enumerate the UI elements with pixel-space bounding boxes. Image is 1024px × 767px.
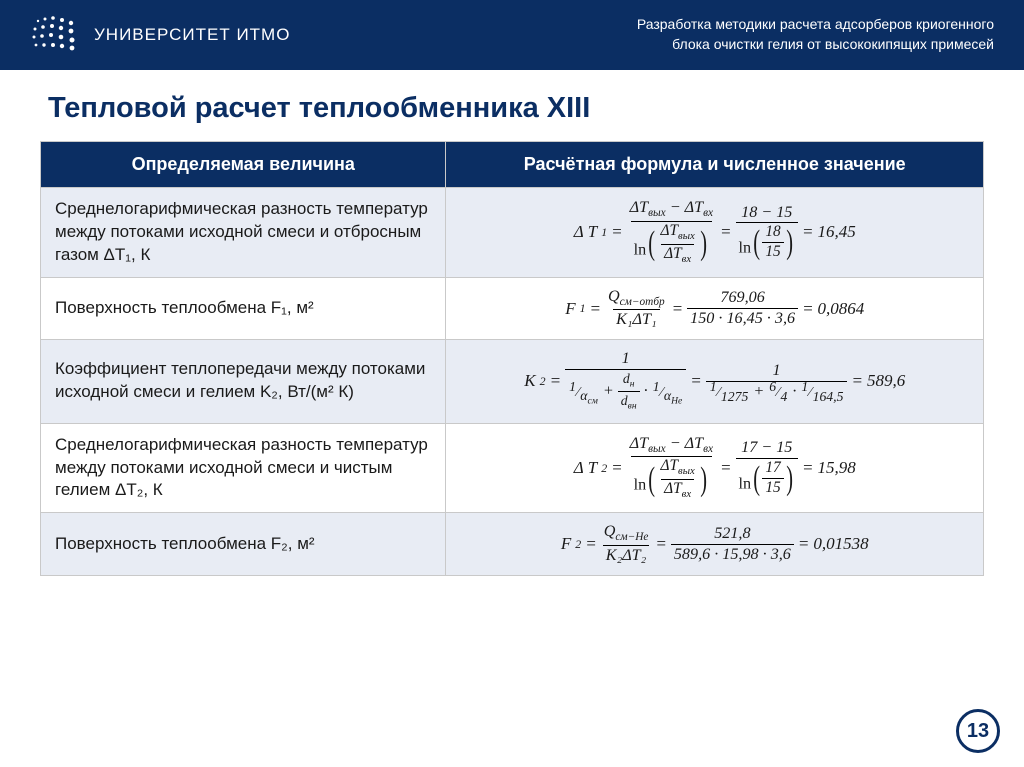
formula-cell: F1 = Qсм−отбр K₁ΔT₁ = 769,06 150 · 16,45… bbox=[446, 277, 984, 339]
slide-header: УНИВЕРСИТЕТ ИТМО Разработка методики рас… bbox=[0, 0, 1024, 70]
header-subtitle: Разработка методики расчета адсорберов к… bbox=[637, 15, 994, 54]
table-row: Поверхность теплообмена F₁, м² F1 = Qсм−… bbox=[41, 277, 984, 339]
quantity-label: Среднелогарифмическая разность температу… bbox=[41, 423, 446, 513]
logo-block: УНИВЕРСИТЕТ ИТМО bbox=[30, 15, 290, 55]
subtitle-line-2: блока очистки гелия от высококипящих при… bbox=[637, 35, 994, 55]
itmo-logo-icon bbox=[30, 15, 80, 55]
table-row: Поверхность теплообмена F₂, м² F2 = Qсм−… bbox=[41, 513, 984, 575]
quantity-label: Поверхность теплообмена F₁, м² bbox=[41, 277, 446, 339]
subtitle-line-1: Разработка методики расчета адсорберов к… bbox=[637, 15, 994, 35]
table-row: Коэффициент теплопередачи между потоками… bbox=[41, 340, 984, 423]
table-row: Среднелогарифмическая разность температу… bbox=[41, 188, 984, 278]
table-row: Среднелогарифмическая разность температу… bbox=[41, 423, 984, 513]
formula-cell: ΔT1 = ΔTвых − ΔTвх ln(ΔTвыхΔTвх) = 18 − … bbox=[446, 188, 984, 278]
logo-text: УНИВЕРСИТЕТ ИТМО bbox=[94, 25, 290, 45]
calculation-table: Определяемая величина Расчётная формула … bbox=[40, 141, 984, 576]
quantity-label: Среднелогарифмическая разность температу… bbox=[41, 188, 446, 278]
quantity-label: Коэффициент теплопередачи между потоками… bbox=[41, 340, 446, 423]
formula-cell: F2 = Qсм−He K₂ΔT₂ = 521,8 589,6 · 15,98 … bbox=[446, 513, 984, 575]
formula-cell: ΔT2 = ΔTвых − ΔTвх ln(ΔTвыхΔTвх) = 17 − … bbox=[446, 423, 984, 513]
quantity-label: Поверхность теплообмена F₂, м² bbox=[41, 513, 446, 575]
formula-cell: K2 = 1 1⁄αсм + dнdвн · 1⁄αHe = 1 1⁄1275 bbox=[446, 340, 984, 423]
col-header-formula: Расчётная формула и численное значение bbox=[446, 142, 984, 188]
page-number: 13 bbox=[956, 709, 1000, 753]
col-header-quantity: Определяемая величина bbox=[41, 142, 446, 188]
slide-title: Тепловой расчет теплообменника XIII bbox=[0, 70, 1024, 141]
